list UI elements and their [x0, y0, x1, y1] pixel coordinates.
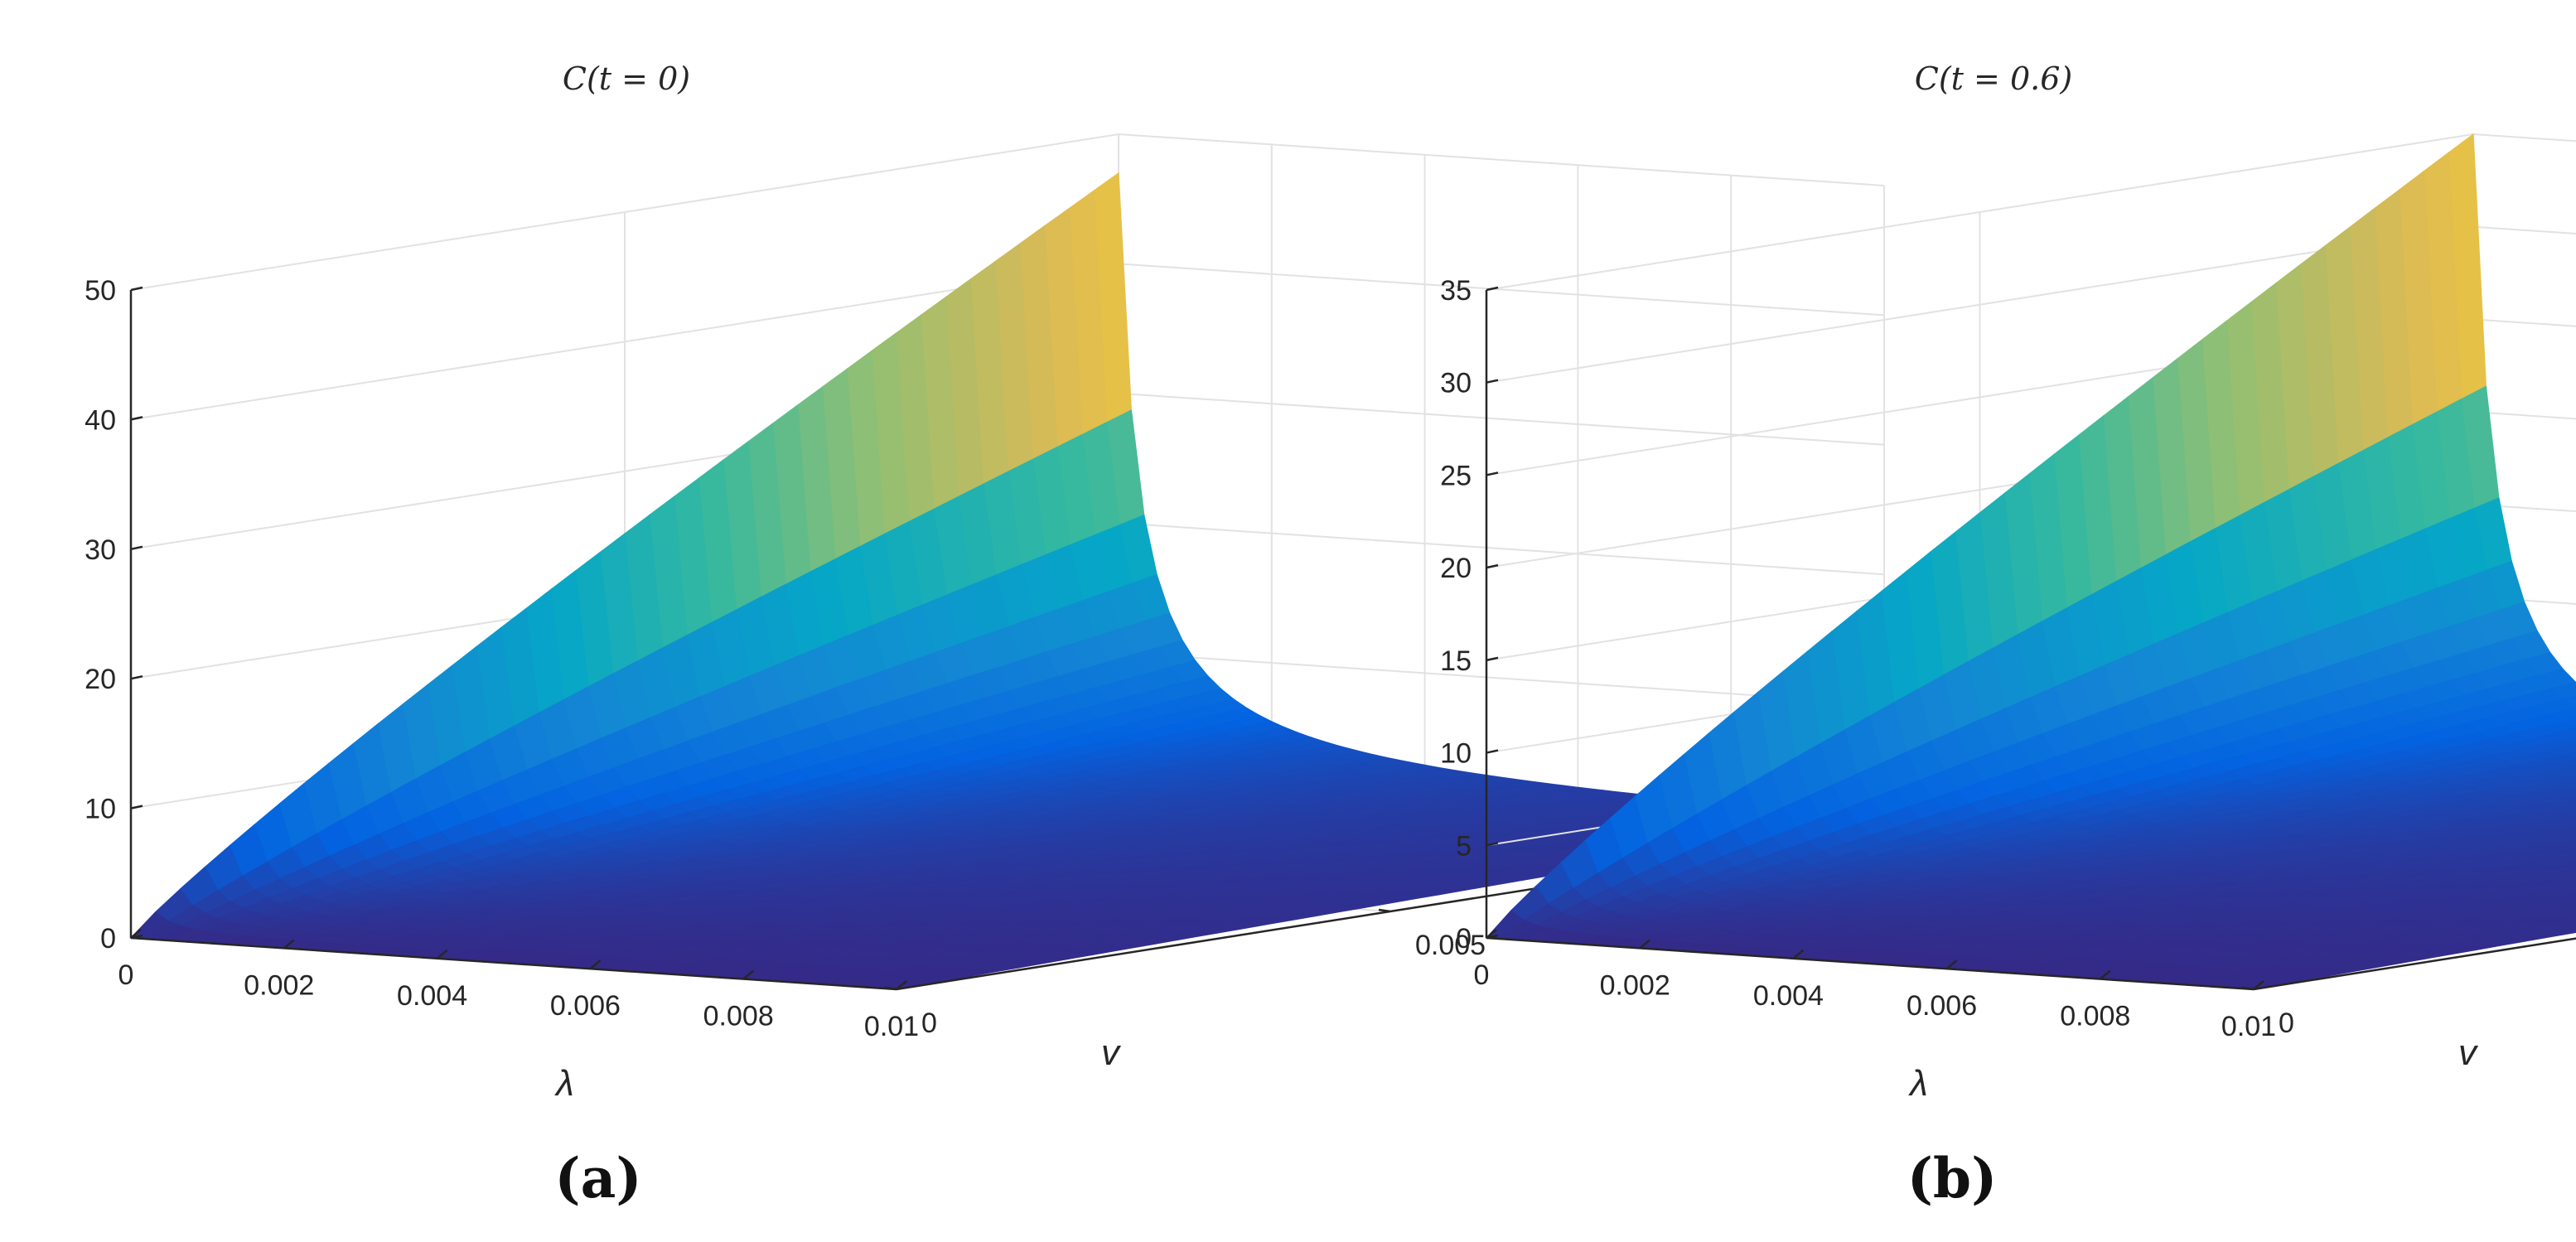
- panel-a-x-tick-label: 0: [118, 959, 134, 991]
- panel-b-x-axis: [1486, 936, 2255, 991]
- panel-b-x-axis-label: λ: [1908, 1063, 1928, 1104]
- panel-b-z-tick-label: 15: [1440, 645, 1472, 677]
- panel-b-z-tick-label: 30: [1440, 368, 1472, 399]
- panel-b-x-tick-label: 0.008: [2060, 1001, 2130, 1032]
- panel-a-y-tick: [884, 986, 897, 991]
- panel-b-y-axis: [2253, 937, 2576, 991]
- panel-a-grid-line: [1118, 392, 1885, 446]
- panel-a-x-tick-label: 0.01: [864, 1011, 919, 1042]
- panel-a-z-tick: [130, 674, 143, 680]
- panel-b-z-ticks: 0 5 10 15 20 25 30 35: [1440, 275, 1499, 954]
- panel-b-z-tick-label: 20: [1440, 553, 1472, 584]
- panel-b-z-tick: [1486, 471, 1499, 476]
- panel-a-x-tick-label: 0.002: [244, 969, 314, 1001]
- panel-b-x-tick: [1945, 959, 1958, 970]
- panel-b-x-tick: [1486, 929, 1497, 939]
- panel-b-surface: [1485, 133, 2576, 990]
- panel-a-z-tick: [130, 545, 143, 551]
- panel-a-z-tick-label: 30: [85, 534, 116, 566]
- panel-b-z-tick: [1486, 842, 1499, 847]
- panel-a-z-tick: [130, 286, 143, 292]
- panel-a-x-tick: [589, 959, 602, 970]
- panel-b-z-tick: [1486, 656, 1499, 662]
- panel-b-x-tick: [2099, 969, 2111, 980]
- panel-b-y-axis-label: v: [2458, 1032, 2479, 1073]
- panel-b-x-ticks: 0 0.002 0.004 0.006 0.008 0.01: [1474, 929, 2276, 1042]
- panel-b-label: (b): [1907, 1146, 1998, 1211]
- panel-a-y-axis-label: v: [1101, 1032, 1122, 1073]
- panel-b-z-tick-label: 25: [1440, 460, 1472, 491]
- panel-b-x-tick: [1639, 939, 1651, 950]
- panel-a-z-tick-label: 20: [85, 664, 116, 695]
- panel-b-y-tick-label: 0: [2279, 1008, 2294, 1039]
- panel-b-y-tick: [2241, 986, 2255, 991]
- panel-a-y-tick-label: 0.005: [1415, 930, 1486, 961]
- panel-a-grid-line: [1118, 522, 1885, 576]
- panel-a-x-tick-label: 0.004: [397, 980, 467, 1012]
- panel-b-grid-line: [2472, 133, 2576, 143]
- panel-b-grid-line: [2472, 225, 2576, 235]
- panel-a-x-tick: [283, 939, 295, 950]
- panel-a-x-tick-label: 0.008: [703, 1001, 774, 1032]
- panel-b-title: C(t = 0.6): [1915, 60, 2072, 97]
- panel-b-y-ticks: 00.0050.01: [2241, 986, 2294, 1039]
- panel-a-x-ticks: 0 0.002 0.004 0.006 0.008 0.01: [118, 929, 919, 1042]
- panel-b-axes: [1485, 290, 2576, 991]
- panel-a-grid-line: [1118, 263, 1885, 317]
- panel-a-x-tick: [436, 949, 448, 959]
- panel-a-x-tick: [130, 929, 142, 939]
- panel-b-x-tick-label: 0.006: [1907, 990, 1977, 1022]
- panel-b-x-tick: [1792, 949, 1805, 959]
- panel-b-z-tick-label: 35: [1440, 275, 1472, 307]
- panel-a-y-tick: [1378, 908, 1391, 913]
- panel-b-grid-line: [2472, 318, 2576, 327]
- panel-a-z-ticks: 0 10 20 30 40 50: [85, 275, 143, 954]
- panel-b-z-tick: [1486, 749, 1499, 754]
- panel-a-z-tick-label: 50: [85, 275, 116, 307]
- panel-a-x-axis: [130, 936, 897, 991]
- panel-b-z-tick: [1486, 563, 1499, 569]
- panel-a-title: C(t = 0): [563, 60, 690, 97]
- panel-b-x-tick-label: 0.01: [2221, 1011, 2276, 1042]
- panel-a-grid-line: [1118, 133, 1885, 186]
- panel-b-z-tick: [1486, 286, 1499, 292]
- panel-a-z-tick: [130, 805, 143, 809]
- panel-b-z-tick-label: 0: [1456, 923, 1472, 954]
- panel-a-z-tick-label: 0: [100, 923, 116, 954]
- panel-b-z-tick: [1486, 379, 1499, 384]
- panel-a-x-tick: [742, 969, 755, 980]
- panel-b-x-tick-label: 0.002: [1600, 969, 1670, 1001]
- panel-b-x-tick-label: 0: [1474, 959, 1490, 991]
- panel-b-z-tick-label: 5: [1456, 830, 1472, 862]
- panel-a-z-tick: [130, 416, 143, 421]
- panel-b-z-tick-label: 10: [1440, 738, 1472, 770]
- panel-a-x-tick-label: 0.006: [550, 990, 621, 1022]
- panel-a-z-tick-label: 40: [85, 404, 116, 436]
- panel-a-label: (a): [554, 1146, 641, 1211]
- panel-b-x-tick-label: 0.004: [1753, 980, 1824, 1012]
- panel-a-z-tick-label: 10: [85, 794, 116, 825]
- panel-b-x-tick: [2253, 980, 2264, 990]
- panel-a-x-axis-label: λ: [554, 1063, 574, 1104]
- surface-panel-b: 0 5 10 15 20 25 30 35 0 0.002 0.004 0.006 0.008 0.01…: [1440, 60, 2576, 1211]
- panel-a-x-tick: [896, 980, 907, 990]
- panel-a-surface: [129, 172, 1885, 990]
- panel-a-y-tick-label: 0: [921, 1008, 937, 1039]
